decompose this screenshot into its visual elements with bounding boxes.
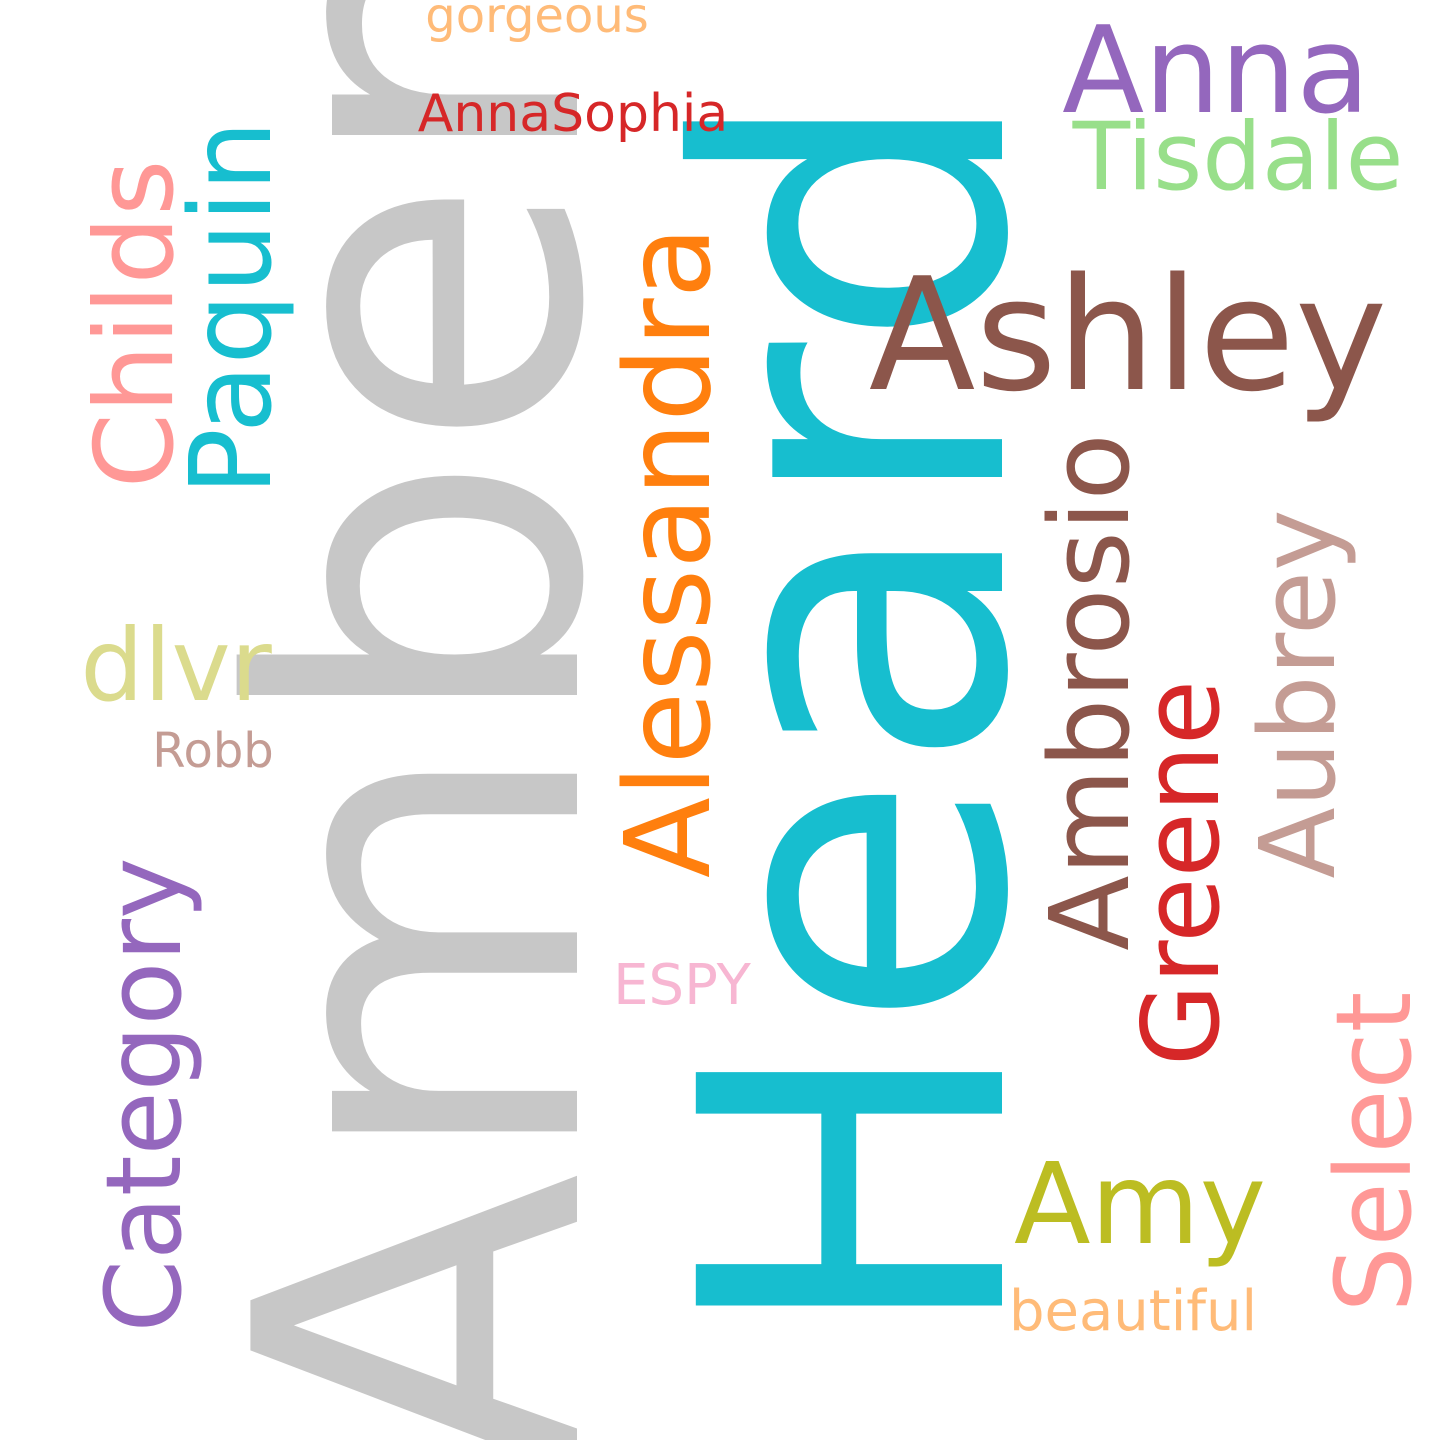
word-ashley: Ashley <box>868 244 1388 426</box>
word-category: Category <box>83 857 205 1333</box>
word-childs: Childs <box>73 159 198 489</box>
word-beautiful: beautiful <box>1008 1279 1258 1344</box>
word-select: Select <box>1313 991 1435 1313</box>
word-tisdale: Tisdale <box>1072 103 1404 212</box>
word-espy: ESPY <box>613 953 751 1018</box>
word-anna: Anna <box>1062 2 1370 141</box>
word-greene: Greene <box>1120 679 1243 1067</box>
word-alessandra: Alessandra <box>599 226 737 878</box>
word-gorgeous: gorgeous <box>425 0 649 44</box>
word-aubrey: Aubrey <box>1237 509 1359 879</box>
word-dlvr: dlvr <box>80 607 272 724</box>
word-robb: Robb <box>152 723 274 779</box>
word-amy: Amy <box>1014 1140 1266 1270</box>
word-annasophia: AnnaSophia <box>417 84 729 144</box>
